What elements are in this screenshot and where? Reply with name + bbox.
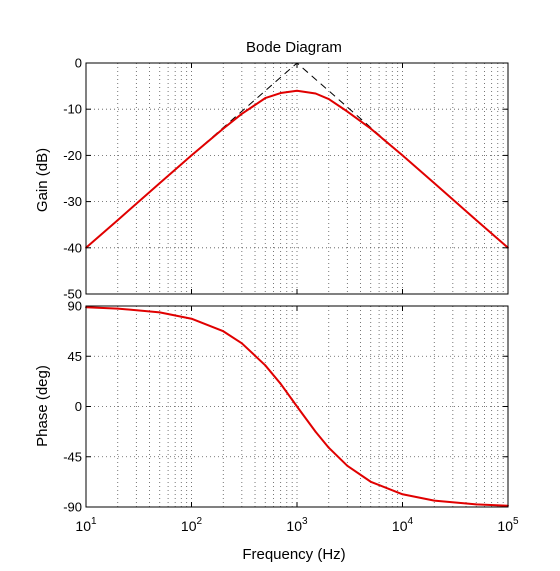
x-tick-label: 103 (286, 516, 308, 534)
phase-data-point (327, 446, 330, 449)
y-tick-label: -30 (63, 194, 82, 209)
phase-data-point (190, 317, 193, 320)
y-tick-label: -10 (63, 102, 82, 117)
gain-data-point (346, 110, 349, 113)
phase-data-point (279, 382, 282, 385)
gain-axis-label: Gain (dB) (34, 148, 51, 212)
gain-data-point (158, 182, 161, 185)
gain-series-line (85, 89, 509, 249)
y-tick-label: 45 (68, 349, 82, 364)
phase-data-point (158, 311, 161, 314)
x-tick-label: 104 (392, 516, 414, 534)
y-tick-label: -20 (63, 148, 82, 163)
y-tick-label: -40 (63, 240, 82, 255)
gain-data-point (279, 92, 282, 94)
gain-data-point (222, 127, 225, 130)
x-axis-label: Frequency (Hz) (242, 546, 345, 563)
y-tick-label: -50 (63, 287, 82, 302)
gain-data-point (240, 112, 243, 115)
y-tick-label: -45 (63, 449, 82, 464)
gain-data-point (116, 219, 119, 221)
gain-data-point (190, 154, 193, 157)
phase-data-point (116, 307, 119, 310)
phase-data-point (264, 364, 267, 367)
gain-data-point (401, 154, 404, 157)
phase-axis-label: Phase (deg) (34, 365, 51, 447)
phase-data-point (433, 499, 436, 502)
y-tick-label: 0 (75, 56, 82, 71)
gain-data-point (296, 89, 298, 92)
chart-title: Bode Diagram (246, 39, 342, 56)
phase-data-point (240, 342, 243, 345)
phase-data-point (296, 405, 298, 408)
x-tick-label: 102 (181, 516, 203, 534)
phase-data-point (369, 480, 372, 483)
gain-data-point (475, 219, 478, 221)
gain-data-point (264, 97, 267, 100)
gain-data-point (314, 92, 317, 95)
phase-data-point (346, 464, 349, 467)
gain-data-point (327, 98, 330, 100)
gain-data-point (369, 127, 372, 130)
x-tick-label: 101 (75, 516, 97, 534)
gain-panel: 0 -10 -20 -30 -40 -50 (63, 56, 509, 302)
y-tick-label: 90 (68, 299, 82, 314)
phase-data-point (222, 330, 225, 333)
phase-data-point (475, 503, 478, 506)
phase-data-point (401, 493, 404, 496)
phase-data-point (314, 430, 317, 433)
y-tick-label: 0 (75, 399, 82, 414)
x-tick-label: 105 (497, 516, 519, 534)
gain-data-point (433, 182, 436, 185)
y-tick-label: -90 (63, 500, 82, 515)
